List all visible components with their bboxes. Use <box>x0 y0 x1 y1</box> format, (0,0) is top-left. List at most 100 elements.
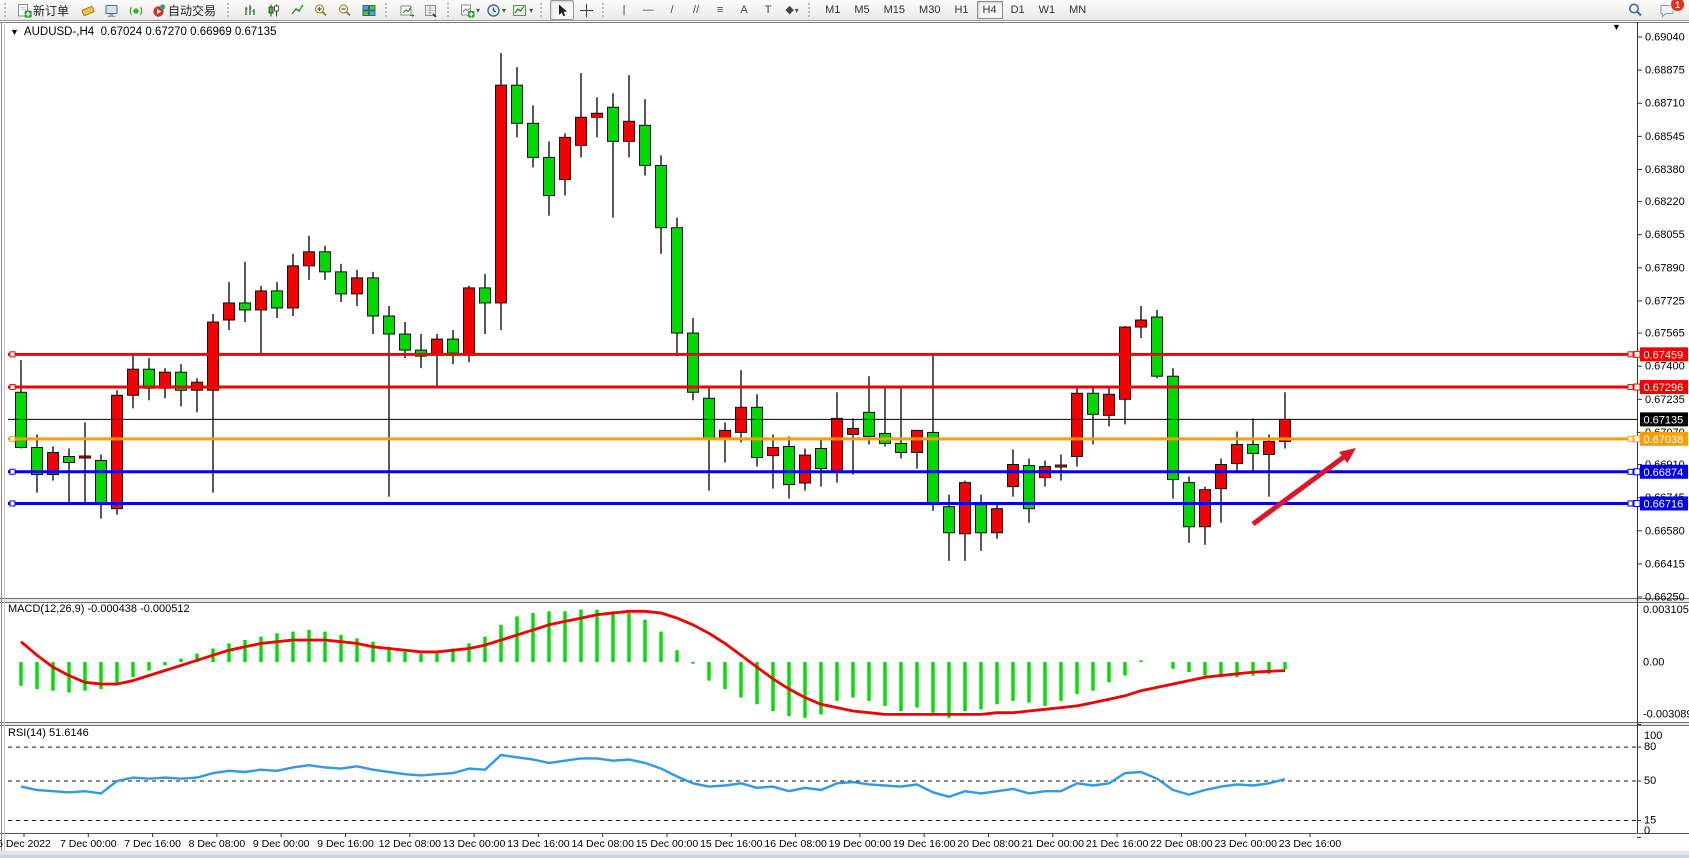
candle <box>175 364 187 407</box>
trendline-icon: / <box>670 3 674 16</box>
candle <box>15 360 27 449</box>
zoom-out-icon <box>339 4 351 16</box>
candle <box>255 285 267 355</box>
toolbar-grip <box>540 3 547 17</box>
price-label-box <box>1633 496 1688 511</box>
candle <box>1151 309 1163 379</box>
timeframe-button-h4[interactable]: H4 <box>976 1 1003 19</box>
candle <box>31 434 43 493</box>
channel-tool-button[interactable]: // <box>684 0 708 20</box>
candle <box>527 105 539 168</box>
time-axis-label: 6 Dec 2022 <box>0 838 51 850</box>
time-axis-label: 20 Dec 08:00 <box>957 838 1020 850</box>
auto-trading-button[interactable]: 自动交易 <box>148 0 223 20</box>
candle <box>111 390 123 515</box>
time-axis-label: 15 Dec 16:00 <box>700 838 763 850</box>
candle <box>319 245 331 280</box>
vertical-line-tool-button[interactable]: | <box>612 0 636 20</box>
candle <box>63 448 75 505</box>
horizontal-line-tool-button[interactable]: — <box>636 0 660 20</box>
line-anchor-handle[interactable] <box>1627 351 1634 358</box>
line-anchor-handle[interactable] <box>9 500 16 507</box>
template-button[interactable]: ▾ <box>509 0 536 20</box>
period-button[interactable]: ▾ <box>483 0 509 20</box>
price-axis-tick: 0.67565 <box>1645 328 1685 340</box>
bar-chart-mode-button[interactable] <box>237 0 261 20</box>
time-axis-label: 7 Dec 16:00 <box>124 838 181 850</box>
line-anchor-handle[interactable] <box>1627 500 1634 507</box>
terminal-button[interactable] <box>100 0 124 20</box>
timeframe-button-m15[interactable]: M15 <box>883 4 906 16</box>
price-axis-tick: 0.69040 <box>1645 32 1685 44</box>
candle <box>895 388 907 459</box>
line-anchor-handle[interactable] <box>1627 435 1634 442</box>
timeframe-button-m1[interactable]: M1 <box>825 4 841 16</box>
price-chart-svg[interactable]: 0.69040 0.68875 0.68710 0.68545 0.68380 0.682… <box>0 21 1689 858</box>
data-window-button[interactable] <box>419 0 443 20</box>
line-anchor-handle[interactable] <box>9 351 16 358</box>
zoom-out-button[interactable] <box>333 0 357 20</box>
line-chart-mode-button[interactable] <box>285 0 309 20</box>
fibonacci-tool-button[interactable]: ≡ <box>708 0 732 20</box>
price-axis-tick: 0.67890 <box>1645 262 1685 274</box>
text-tool-button[interactable]: A <box>732 0 756 20</box>
arrows-tool-button[interactable]: ◆ ▾ <box>780 0 804 20</box>
timeframe-button-m30[interactable]: M30 <box>919 4 941 16</box>
price-axis-tick: 0.66415 <box>1645 558 1685 570</box>
timeframe-button-w1[interactable]: W1 <box>1038 4 1056 16</box>
new-order-label: 新订单 <box>33 3 70 18</box>
annotation-arrow[interactable] <box>1251 453 1348 527</box>
candle <box>959 480 971 561</box>
price-axis-tick: 0.68875 <box>1645 65 1685 77</box>
candle <box>591 97 603 138</box>
new-chart-button[interactable]: ▾ <box>457 0 483 20</box>
price-label-box <box>1633 464 1688 479</box>
candle <box>399 322 411 359</box>
timeframe-button-m5[interactable]: M5 <box>854 4 870 16</box>
candle <box>1087 388 1099 445</box>
line-anchor-handle[interactable] <box>1627 468 1634 475</box>
rsi-axis-tick: 80 <box>1644 741 1656 753</box>
text-label-tool-button[interactable]: T <box>756 0 780 20</box>
search-icon <box>1628 3 1642 17</box>
text-icon: A <box>740 3 748 16</box>
candle <box>767 434 779 489</box>
candle <box>271 281 283 319</box>
candlestick-mode-button[interactable] <box>261 0 285 20</box>
time-axis-label: 9 Dec 16:00 <box>317 838 374 850</box>
zoom-in-button[interactable] <box>309 0 333 20</box>
new-order-button[interactable]: 新订单 <box>14 0 76 20</box>
new-order-icon <box>18 3 32 18</box>
tile-windows-button[interactable] <box>357 0 381 20</box>
candle <box>1135 305 1147 339</box>
signals-button[interactable] <box>124 0 148 20</box>
search-button[interactable] <box>1623 0 1647 20</box>
candle <box>207 313 219 493</box>
profile-charts-button[interactable] <box>395 0 419 20</box>
line-anchor-handle[interactable] <box>9 435 16 442</box>
time-axis-label: 12 Dec 08:00 <box>379 838 442 850</box>
cursor-tool-button[interactable] <box>550 0 575 20</box>
computer-icon <box>105 4 118 17</box>
line-anchor-handle[interactable] <box>9 468 16 475</box>
timeframe-button-h1[interactable]: H1 <box>954 4 969 16</box>
timeframe-button-d1[interactable]: D1 <box>1010 4 1025 16</box>
toolbar-grip <box>447 3 454 17</box>
clock-icon <box>487 3 500 17</box>
template-icon <box>513 4 527 16</box>
signal-icon <box>129 6 143 15</box>
line-anchor-handle[interactable] <box>9 384 16 391</box>
time-axis-label: 8 Dec 08:00 <box>189 838 246 850</box>
crosshair-tool-button[interactable] <box>574 0 598 20</box>
eraser-button[interactable] <box>76 0 100 20</box>
horizontal-line-icon: — <box>642 3 654 16</box>
line-anchor-handle[interactable] <box>1627 384 1634 391</box>
candle <box>991 502 1003 539</box>
candle <box>575 73 587 158</box>
notifications-button[interactable]: 1 <box>1655 0 1685 20</box>
trendline-tool-button[interactable]: / <box>660 0 684 20</box>
timeframe-button-mn[interactable]: MN <box>1069 4 1087 16</box>
auto-trading-icon <box>153 3 166 17</box>
dropdown-arrow-icon: ▾ <box>502 5 507 15</box>
candle <box>287 253 299 316</box>
